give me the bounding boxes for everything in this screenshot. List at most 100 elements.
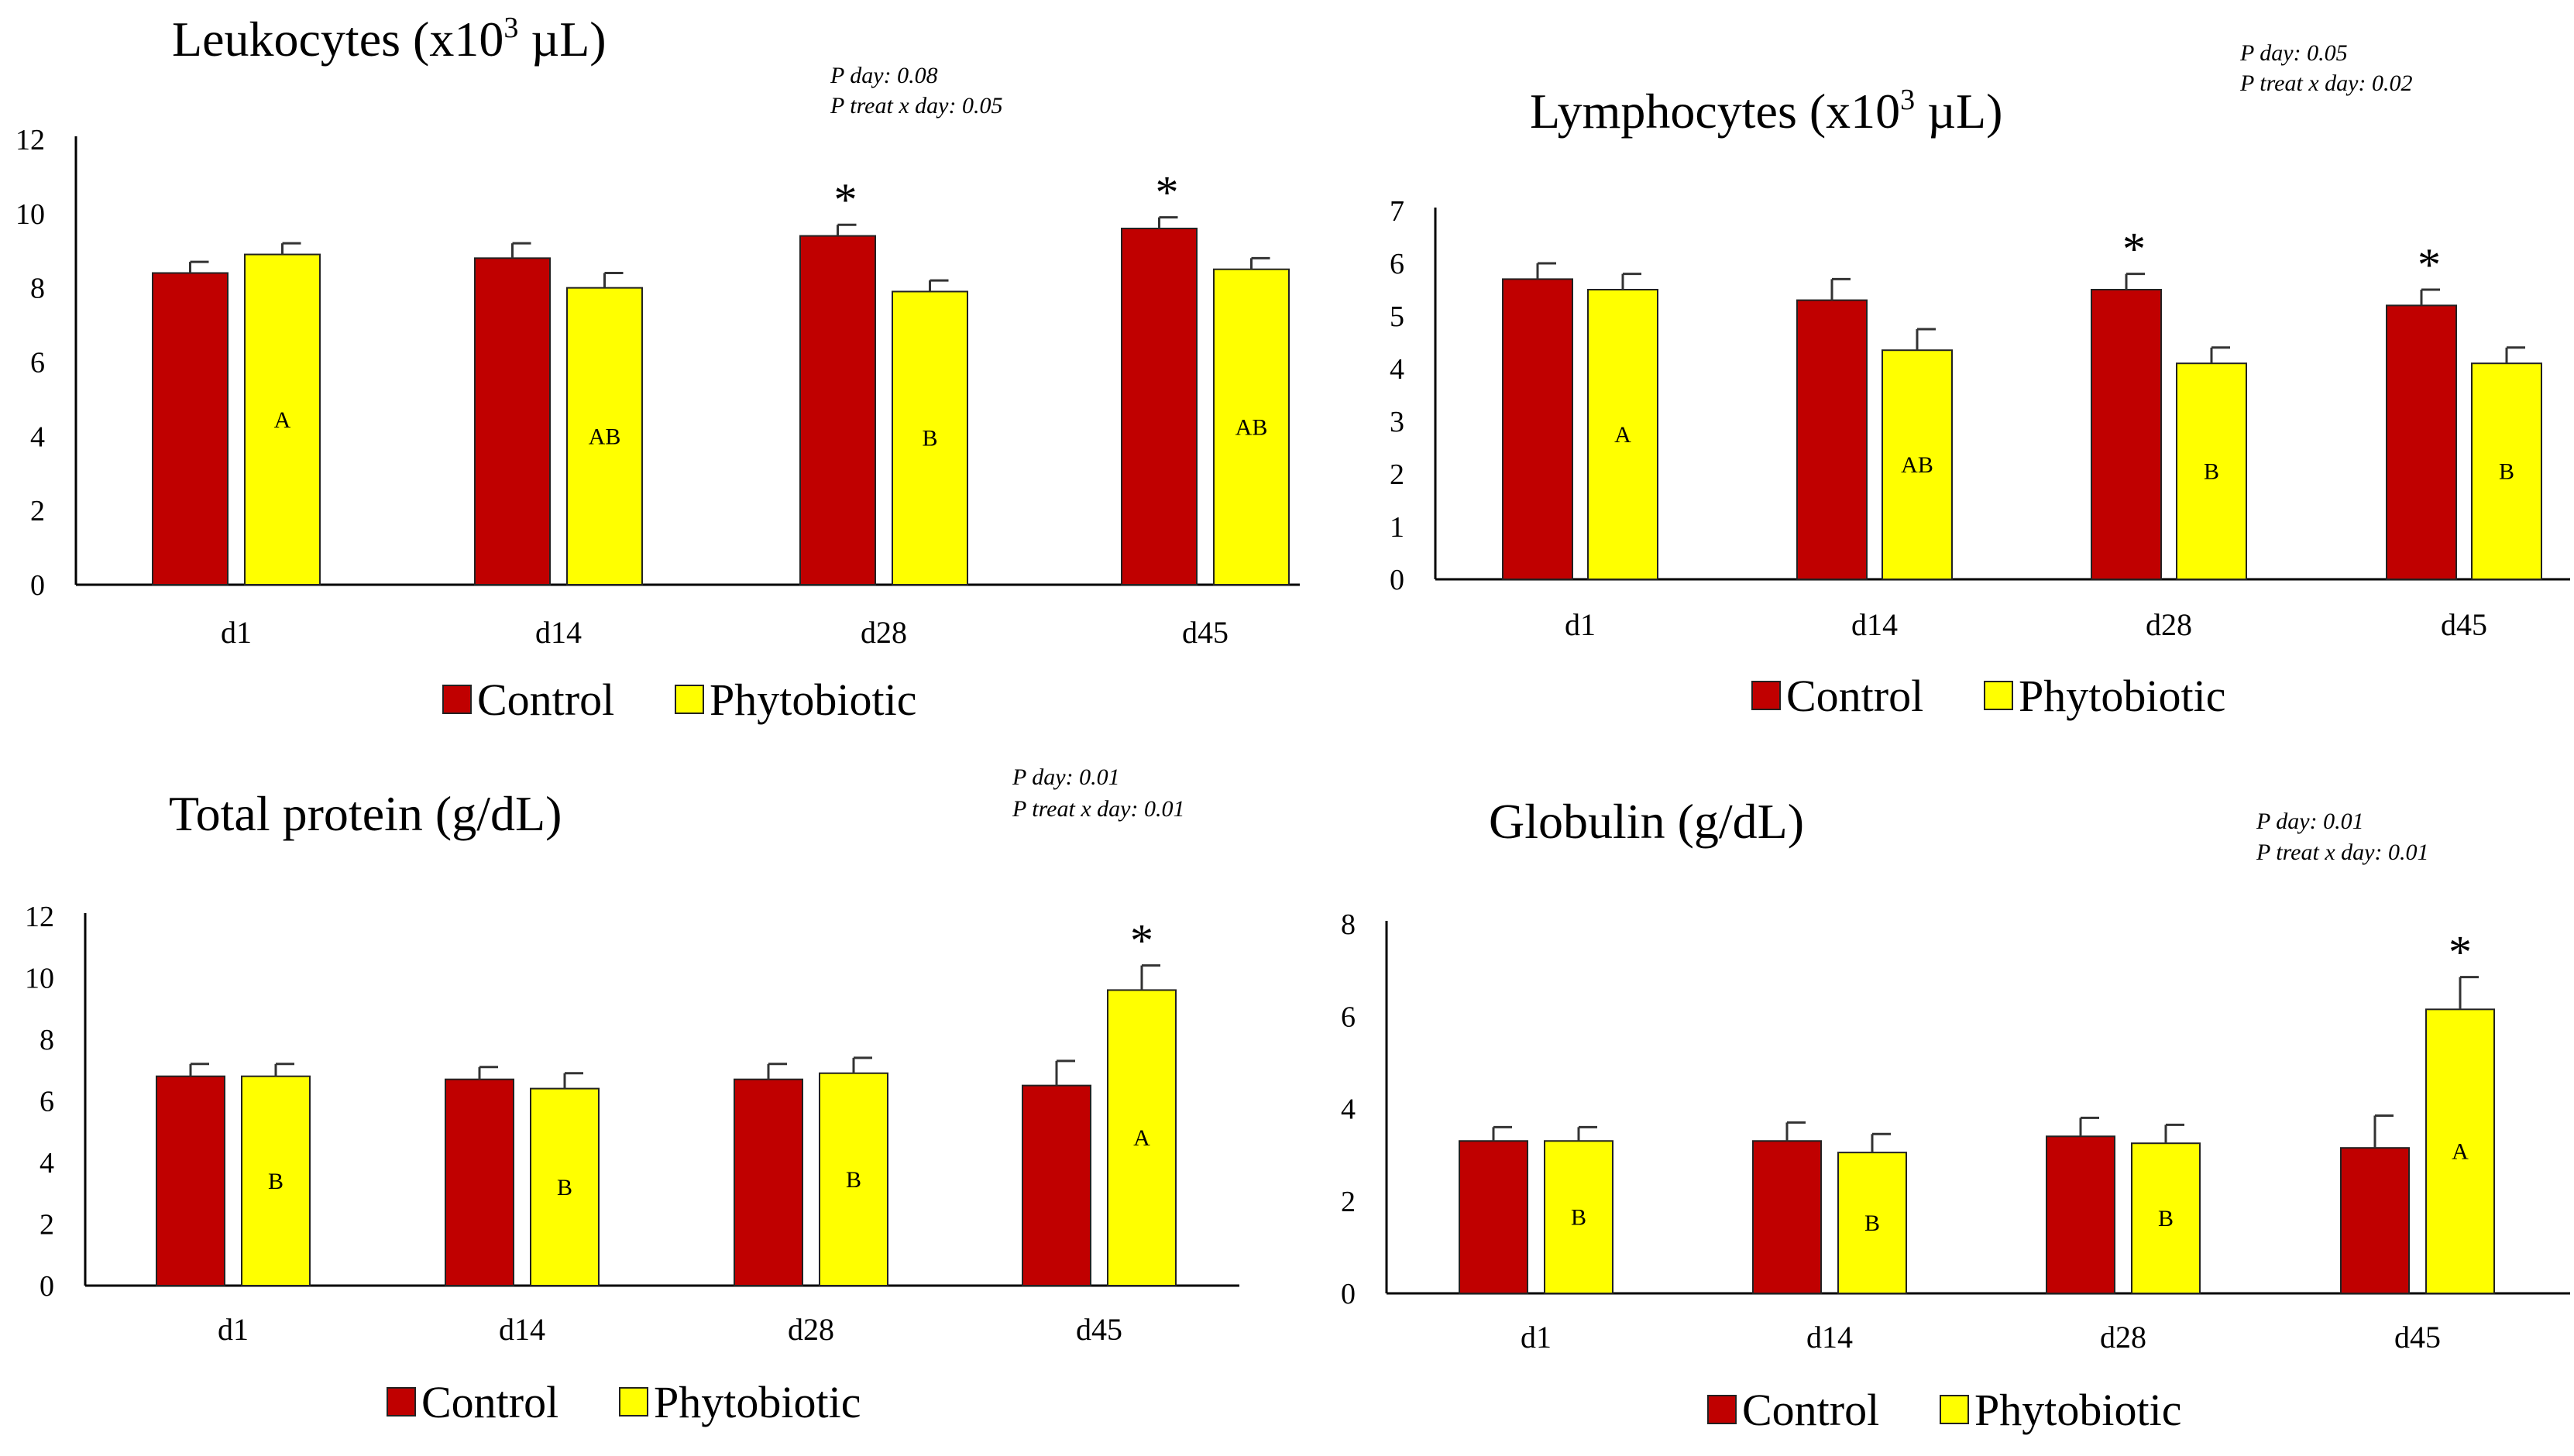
y-tick-label: 12 xyxy=(25,901,54,933)
significance-letter: B xyxy=(2204,459,2219,485)
chart-title-main: Globulin (g/dL) xyxy=(1489,794,1804,849)
bar-phytobiotic-d45 xyxy=(2425,1008,2495,1295)
y-tick-label: 6 xyxy=(1341,1001,1356,1033)
significance-star: * xyxy=(834,174,857,225)
y-tick-label: 2 xyxy=(30,495,45,527)
x-category-label: d14 xyxy=(1806,1320,1853,1355)
bar-control-d1 xyxy=(156,1075,225,1286)
y-tick-label: 12 xyxy=(15,124,45,156)
significance-letter: B xyxy=(268,1169,284,1194)
significance-letter: AB xyxy=(1235,414,1268,440)
chart-title: Lymphocytes (x103 µL) xyxy=(1530,84,2002,139)
y-tick-label: 4 xyxy=(1341,1094,1356,1126)
bar-phytobiotic-d28 xyxy=(2131,1142,2201,1294)
bar-control-d28 xyxy=(2046,1135,2115,1295)
x-category-label: d1 xyxy=(1565,607,1596,642)
y-tick-label: 5 xyxy=(1390,300,1404,333)
bar-control-d45 xyxy=(1121,228,1198,585)
legend: Control Phytobiotic xyxy=(1751,671,2225,721)
y-tick-label: 7 xyxy=(1390,195,1404,228)
legend-swatch-phytobiotic xyxy=(675,685,704,714)
significance-star: * xyxy=(1130,915,1153,967)
legend: Control Phytobiotic xyxy=(442,675,916,725)
x-category-label: d1 xyxy=(221,615,252,650)
legend-swatch-phytobiotic xyxy=(619,1387,648,1417)
significance-letter: AB xyxy=(1901,452,1933,478)
bar-control-d14 xyxy=(1752,1140,1822,1295)
legend-label-phytobiotic: Phytobiotic xyxy=(2019,671,2225,721)
p-value-annotation: P treat x day: 0.01 xyxy=(2256,840,2428,865)
bar-phytobiotic-d45 xyxy=(1107,989,1177,1287)
legend: Control Phytobiotic xyxy=(1707,1385,2181,1435)
bar-phytobiotic-d1 xyxy=(241,1075,311,1286)
y-tick-label: 2 xyxy=(1390,458,1404,491)
bar-phytobiotic-d14 xyxy=(566,287,643,585)
significance-letter: B xyxy=(1864,1210,1880,1236)
chart-lymphocytes: Lymphocytes (x103 µL)P day: 0.05P treat … xyxy=(1390,40,2570,721)
y-tick-label: 10 xyxy=(15,198,45,231)
significance-letter: A xyxy=(274,407,291,433)
legend-label-phytobiotic: Phytobiotic xyxy=(1974,1385,2181,1435)
significance-letter: B xyxy=(1571,1205,1586,1231)
legend-label-control: Control xyxy=(477,675,614,725)
x-category-label: d14 xyxy=(535,615,582,650)
y-tick-label: 6 xyxy=(1390,248,1404,280)
bar-control-d1 xyxy=(1502,278,1573,580)
chart-globulin: Globulin (g/dL) P day: 0.01 P treat x day:… xyxy=(1341,794,2570,1435)
x-category-label: d14 xyxy=(1851,607,1898,642)
significance-letter: B xyxy=(922,426,937,452)
bar-phytobiotic-d14 xyxy=(1837,1152,1907,1295)
p-value-annotation: P day: 0.01 xyxy=(2256,809,2364,834)
y-tick-label: 0 xyxy=(1341,1278,1356,1310)
significance-letter: B xyxy=(846,1167,861,1193)
significance-letter: A xyxy=(1133,1125,1150,1151)
bar-control-d28 xyxy=(799,235,876,585)
y-tick-label: 1 xyxy=(1390,511,1404,544)
significance-star: * xyxy=(2122,224,2146,275)
bar-phytobiotic-d1 xyxy=(1587,289,1658,580)
bar-control-d28 xyxy=(734,1078,803,1287)
legend-swatch-control xyxy=(387,1387,416,1417)
chart-leukocytes: Leukocytes (x103 µL) P day: 0.08 P treat x… xyxy=(15,12,1300,725)
legend-label-control: Control xyxy=(1786,671,1923,721)
legend: Control Phytobiotic xyxy=(387,1377,861,1427)
x-category-label: d14 xyxy=(499,1312,545,1347)
chart-title: Globulin (g/dL) xyxy=(1489,794,1804,849)
bar-control-d1 xyxy=(152,272,229,585)
significance-letter: B xyxy=(557,1175,572,1200)
legend-swatch-phytobiotic xyxy=(1940,1395,1969,1424)
legend-label-phytobiotic: Phytobiotic xyxy=(654,1377,861,1427)
y-tick-label: 3 xyxy=(1390,406,1404,438)
chart-title-superscript: 3 xyxy=(503,12,518,44)
legend-label-phytobiotic: Phytobiotic xyxy=(710,675,916,725)
chart-title: Total protein (g/dL) xyxy=(169,786,562,841)
bar-control-d28 xyxy=(2091,289,2162,580)
significance-letter: B xyxy=(2499,459,2514,485)
legend-swatch-control xyxy=(1707,1395,1737,1424)
bar-phytobiotic-d28 xyxy=(2176,362,2247,580)
chart-title-suffix: µL) xyxy=(1915,84,2002,139)
p-value-annotation: P day: 0.01 xyxy=(1012,764,1120,790)
bar-control-d45 xyxy=(2340,1147,2410,1295)
bar-phytobiotic-d28 xyxy=(819,1072,888,1286)
x-category-label: d28 xyxy=(2146,607,2192,642)
bar-control-d45 xyxy=(1022,1084,1091,1286)
p-value-annotation: P treat x day: 0.02 xyxy=(2239,70,2412,96)
y-tick-label: 4 xyxy=(1390,353,1404,386)
p-value-annotation: P day: 0.08 xyxy=(830,63,938,88)
bar-control-d1 xyxy=(1459,1140,1528,1295)
p-value-annotation: P treat x day: 0.01 xyxy=(1012,796,1184,822)
bar-control-d14 xyxy=(1796,299,1868,580)
x-category-label: d28 xyxy=(861,615,907,650)
y-tick-label: 8 xyxy=(1341,908,1356,941)
y-tick-label: 8 xyxy=(30,273,45,305)
bar-phytobiotic-d1 xyxy=(244,253,321,585)
y-tick-label: 2 xyxy=(1341,1186,1356,1218)
chart-title-main: Leukocytes (x10 xyxy=(172,12,503,67)
legend-swatch-control xyxy=(442,685,472,714)
chart-total-protein: Total protein (g/dL) P day: 0.01 P treat x… xyxy=(25,764,1239,1427)
x-category-label: d28 xyxy=(2100,1320,2146,1355)
y-tick-label: 6 xyxy=(30,347,45,379)
bar-phytobiotic-d14 xyxy=(1882,349,1953,580)
